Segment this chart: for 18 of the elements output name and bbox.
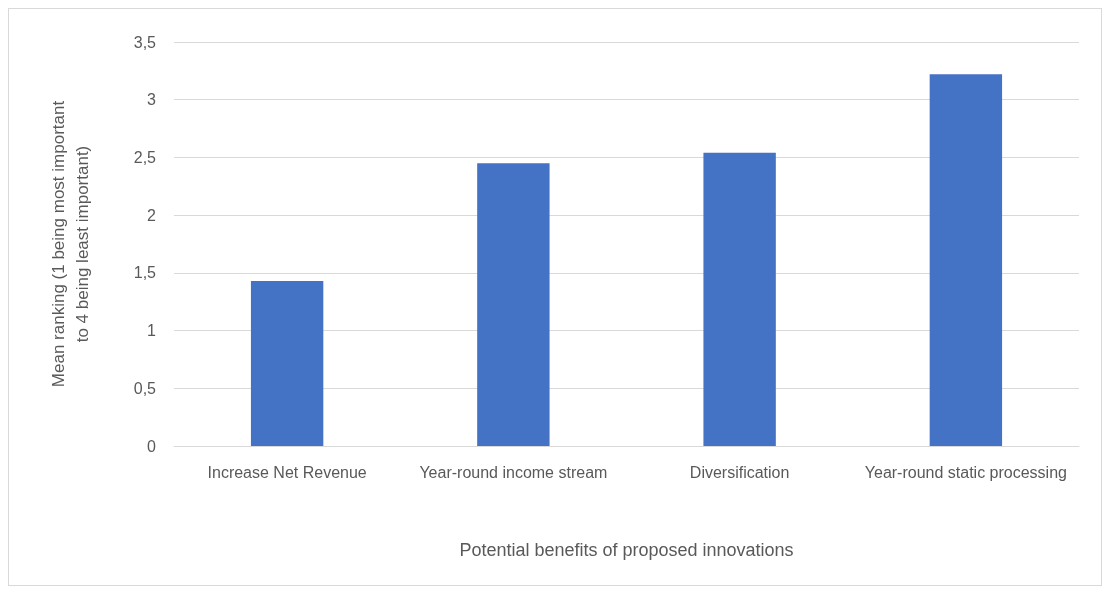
y-tick-label: 3,5 (133, 33, 157, 51)
y-tick-label: 3 (147, 91, 157, 109)
y-tick-label: 0,5 (133, 379, 157, 397)
y-tick-label: 1 (147, 322, 157, 340)
y-tick-label: 0 (147, 437, 157, 455)
x-tick-label: Year-round income stream (419, 463, 608, 481)
x-axis-title: Potential benefits of proposed innovations (459, 540, 794, 560)
x-tick-label: Increase Net Revenue (207, 463, 367, 481)
bar (929, 74, 1003, 446)
y-tick-label: 2 (147, 206, 157, 224)
x-tick-label: Year-round static processing (864, 463, 1067, 481)
bar (703, 152, 776, 446)
y-tick-label: 1,5 (133, 264, 157, 282)
x-tick-label: Diversification (689, 463, 790, 481)
bar (477, 163, 550, 446)
y-axis-title: Mean ranking (1 being most important to 4 being least important) (48, 100, 92, 388)
y-tick-label: 2,5 (133, 148, 157, 166)
bar (250, 280, 324, 446)
